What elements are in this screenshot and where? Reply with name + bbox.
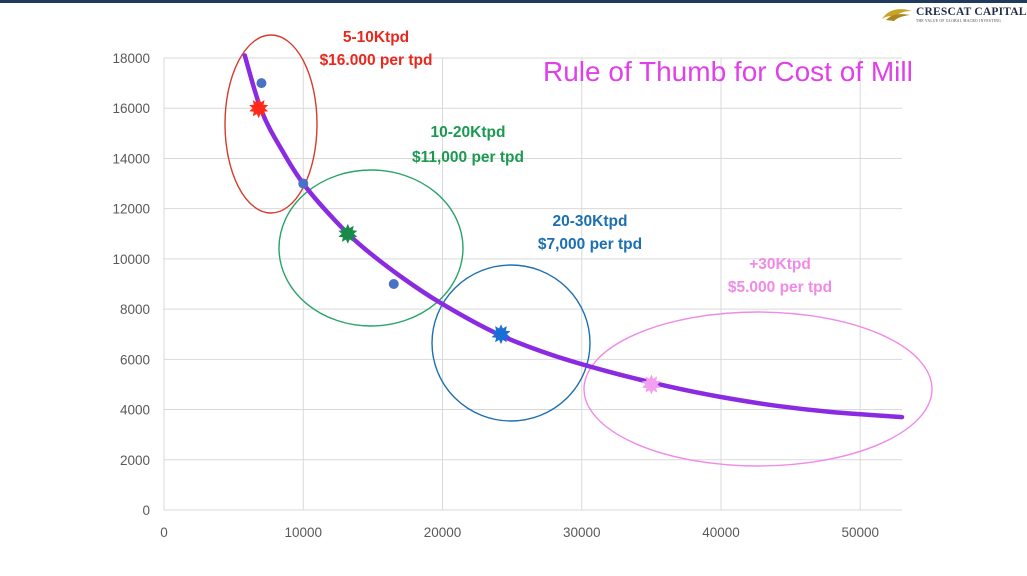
- range-ellipse-1: [224, 34, 318, 214]
- y-tick-label: 0: [142, 503, 150, 518]
- range-ellipse-4: [583, 311, 933, 467]
- crescat-logo-icon: [882, 9, 912, 21]
- y-tick-label: 18000: [112, 51, 150, 66]
- annotation-range-4: +30Ktpd: [749, 256, 811, 273]
- tick-layer: 0 2000 4000 6000 8000 10000 12000 14000 16000 180…: [112, 51, 879, 540]
- logo: CRESCAT CAPITAL THE VALUE OF GLOBAL MACR…: [880, 4, 1027, 26]
- y-tick-label: 14000: [112, 151, 150, 166]
- highlight-point-1: [253, 102, 265, 114]
- brand-tagline: THE VALUE OF GLOBAL MACRO INVESTING: [916, 19, 1002, 23]
- x-tick-label: 10000: [284, 525, 322, 540]
- trendline-curve: [242, 53, 905, 420]
- data-point-1: [256, 78, 267, 89]
- annotation-range-3: 20-30Ktpd: [553, 213, 628, 230]
- point-layer: [256, 78, 399, 289]
- y-tick-label: 4000: [120, 403, 150, 418]
- annotation-range-1: 5-10Ktpd: [343, 29, 409, 46]
- brand-name: CRESCAT CAPITAL: [916, 6, 1027, 18]
- y-tick-label: 16000: [112, 101, 150, 116]
- range-ellipse-3: [431, 264, 591, 422]
- ellipse-layer: [224, 34, 933, 467]
- highlight-point-4: [645, 378, 657, 390]
- top-rule: [0, 0, 1027, 3]
- x-tick-label: 0: [160, 525, 168, 540]
- range-ellipse-2: [278, 169, 464, 327]
- annotation-cost-1: $16.000 per tpd: [320, 52, 433, 69]
- annotation-cost-3: $7,000 per tpd: [538, 236, 642, 253]
- x-tick-label: 20000: [424, 525, 462, 540]
- y-tick-label: 10000: [112, 252, 150, 267]
- y-tick-label: 6000: [120, 352, 150, 367]
- trendline-layer: [242, 53, 905, 420]
- y-tick-label: 2000: [120, 453, 150, 468]
- highlight-point-2: [342, 228, 354, 240]
- x-tick-label: 40000: [702, 525, 740, 540]
- data-point-3: [388, 279, 399, 289]
- x-tick-label: 30000: [563, 525, 601, 540]
- annotation-cost-2: $11,000 per tpd: [412, 149, 524, 166]
- data-point-2: [298, 178, 309, 189]
- highlight-point-3: [495, 328, 507, 340]
- x-tick-label: 50000: [841, 525, 879, 540]
- annotation-cost-4: $5.000 per tpd: [728, 279, 832, 296]
- highlight-layer: [249, 98, 661, 395]
- chart-title: Rule of Thumb for Cost of Mill: [543, 56, 913, 87]
- annotation-range-2: 10-20Ktpd: [431, 124, 506, 141]
- y-tick-label: 8000: [120, 302, 150, 317]
- y-tick-label: 12000: [112, 202, 150, 217]
